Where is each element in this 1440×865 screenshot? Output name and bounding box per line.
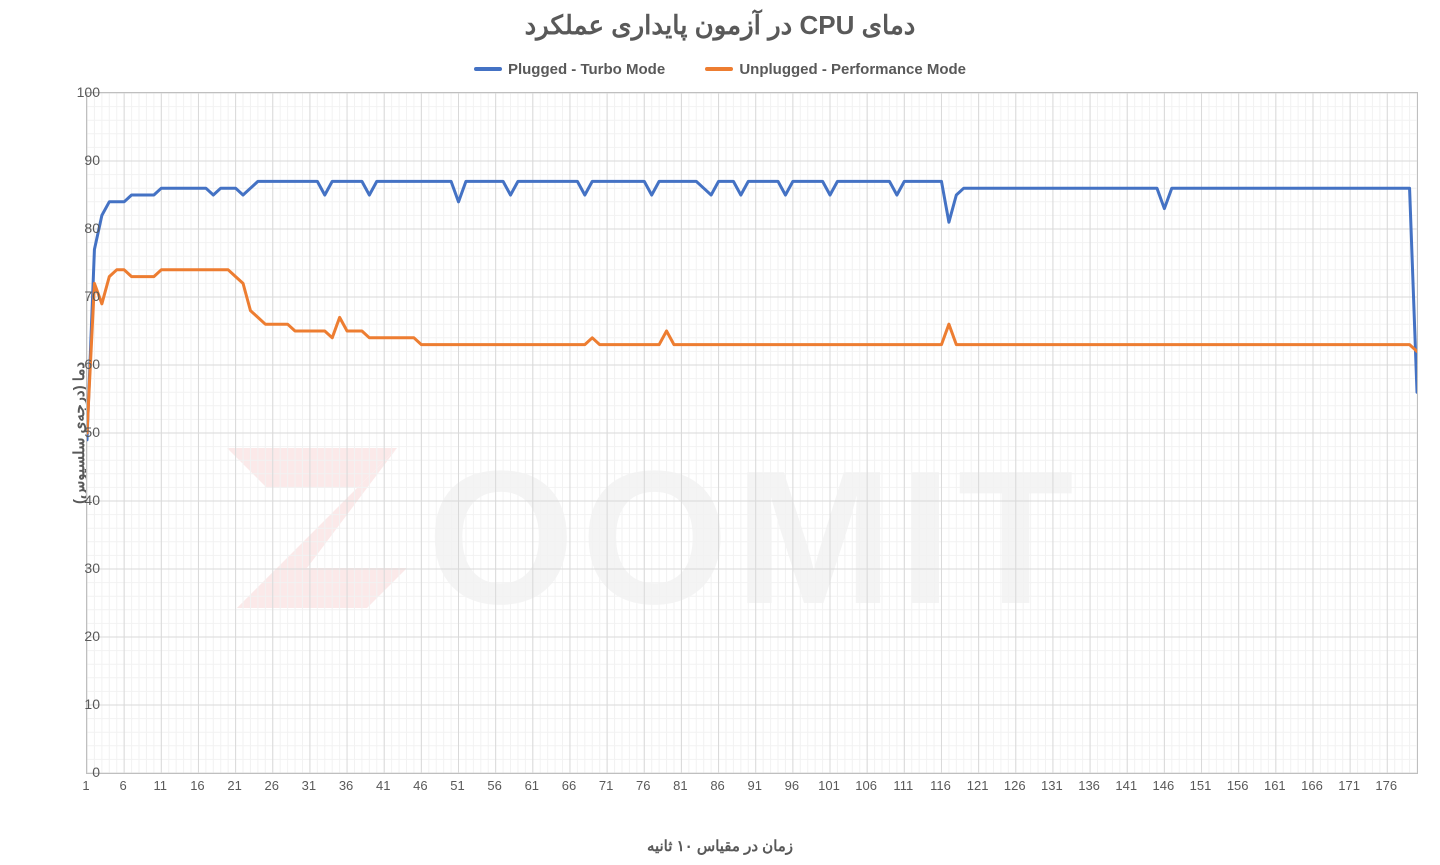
x-tick: 31 (302, 778, 316, 793)
x-tick: 41 (376, 778, 390, 793)
chart-title: دمای CPU در آزمون پایداری عملکرد (0, 10, 1440, 41)
plot-area: OOMIT (86, 92, 1418, 774)
x-tick: 156 (1227, 778, 1249, 793)
x-tick: 86 (710, 778, 724, 793)
y-tick: 0 (60, 764, 100, 780)
x-tick: 56 (487, 778, 501, 793)
x-tick: 176 (1375, 778, 1397, 793)
y-tick: 20 (60, 628, 100, 644)
x-tick: 106 (855, 778, 877, 793)
x-tick: 11 (154, 778, 168, 793)
y-tick: 70 (60, 288, 100, 304)
legend-swatch-plugged (474, 67, 502, 71)
y-tick: 80 (60, 220, 100, 236)
y-tick: 90 (60, 152, 100, 168)
x-tick: 26 (265, 778, 279, 793)
x-tick: 116 (930, 778, 951, 793)
x-tick: 46 (413, 778, 427, 793)
x-tick: 136 (1078, 778, 1100, 793)
legend-swatch-unplugged (705, 67, 733, 71)
x-tick: 141 (1115, 778, 1137, 793)
legend-label-plugged: Plugged - Turbo Mode (508, 61, 665, 78)
x-axis-label: زمان در مقیاس ۱۰ ثانیه (0, 837, 1440, 855)
x-tick: 36 (339, 778, 353, 793)
y-tick: 50 (60, 424, 100, 440)
x-tick: 101 (818, 778, 840, 793)
x-tick: 146 (1153, 778, 1175, 793)
y-tick: 10 (60, 696, 100, 712)
legend-label-unplugged: Unplugged - Performance Mode (739, 61, 966, 78)
cpu-temp-chart: دمای CPU در آزمون پایداری عملکرد Plugged… (0, 0, 1440, 865)
x-tick: 111 (893, 778, 913, 793)
legend-item-unplugged: Unplugged - Performance Mode (705, 61, 966, 78)
x-tick: 61 (525, 778, 539, 793)
x-tick: 91 (747, 778, 761, 793)
legend-item-plugged: Plugged - Turbo Mode (474, 61, 665, 78)
y-tick: 30 (60, 560, 100, 576)
x-tick: 96 (785, 778, 799, 793)
y-tick: 40 (60, 492, 100, 508)
x-tick: 171 (1338, 778, 1360, 793)
x-tick: 166 (1301, 778, 1323, 793)
x-tick: 151 (1190, 778, 1212, 793)
x-tick: 81 (673, 778, 687, 793)
x-tick: 21 (227, 778, 241, 793)
x-tick: 131 (1041, 778, 1063, 793)
chart-legend: Plugged - Turbo Mode Unplugged - Perform… (0, 58, 1440, 78)
x-tick: 126 (1004, 778, 1026, 793)
plot-svg (87, 93, 1417, 773)
x-tick: 66 (562, 778, 576, 793)
x-tick: 51 (450, 778, 464, 793)
x-tick: 16 (190, 778, 204, 793)
x-tick: 121 (967, 778, 989, 793)
x-tick: 1 (82, 778, 89, 793)
x-tick: 71 (599, 778, 613, 793)
x-tick: 161 (1264, 778, 1286, 793)
y-tick: 100 (60, 84, 100, 100)
x-tick: 6 (120, 778, 127, 793)
y-tick: 60 (60, 356, 100, 372)
x-tick: 76 (636, 778, 650, 793)
